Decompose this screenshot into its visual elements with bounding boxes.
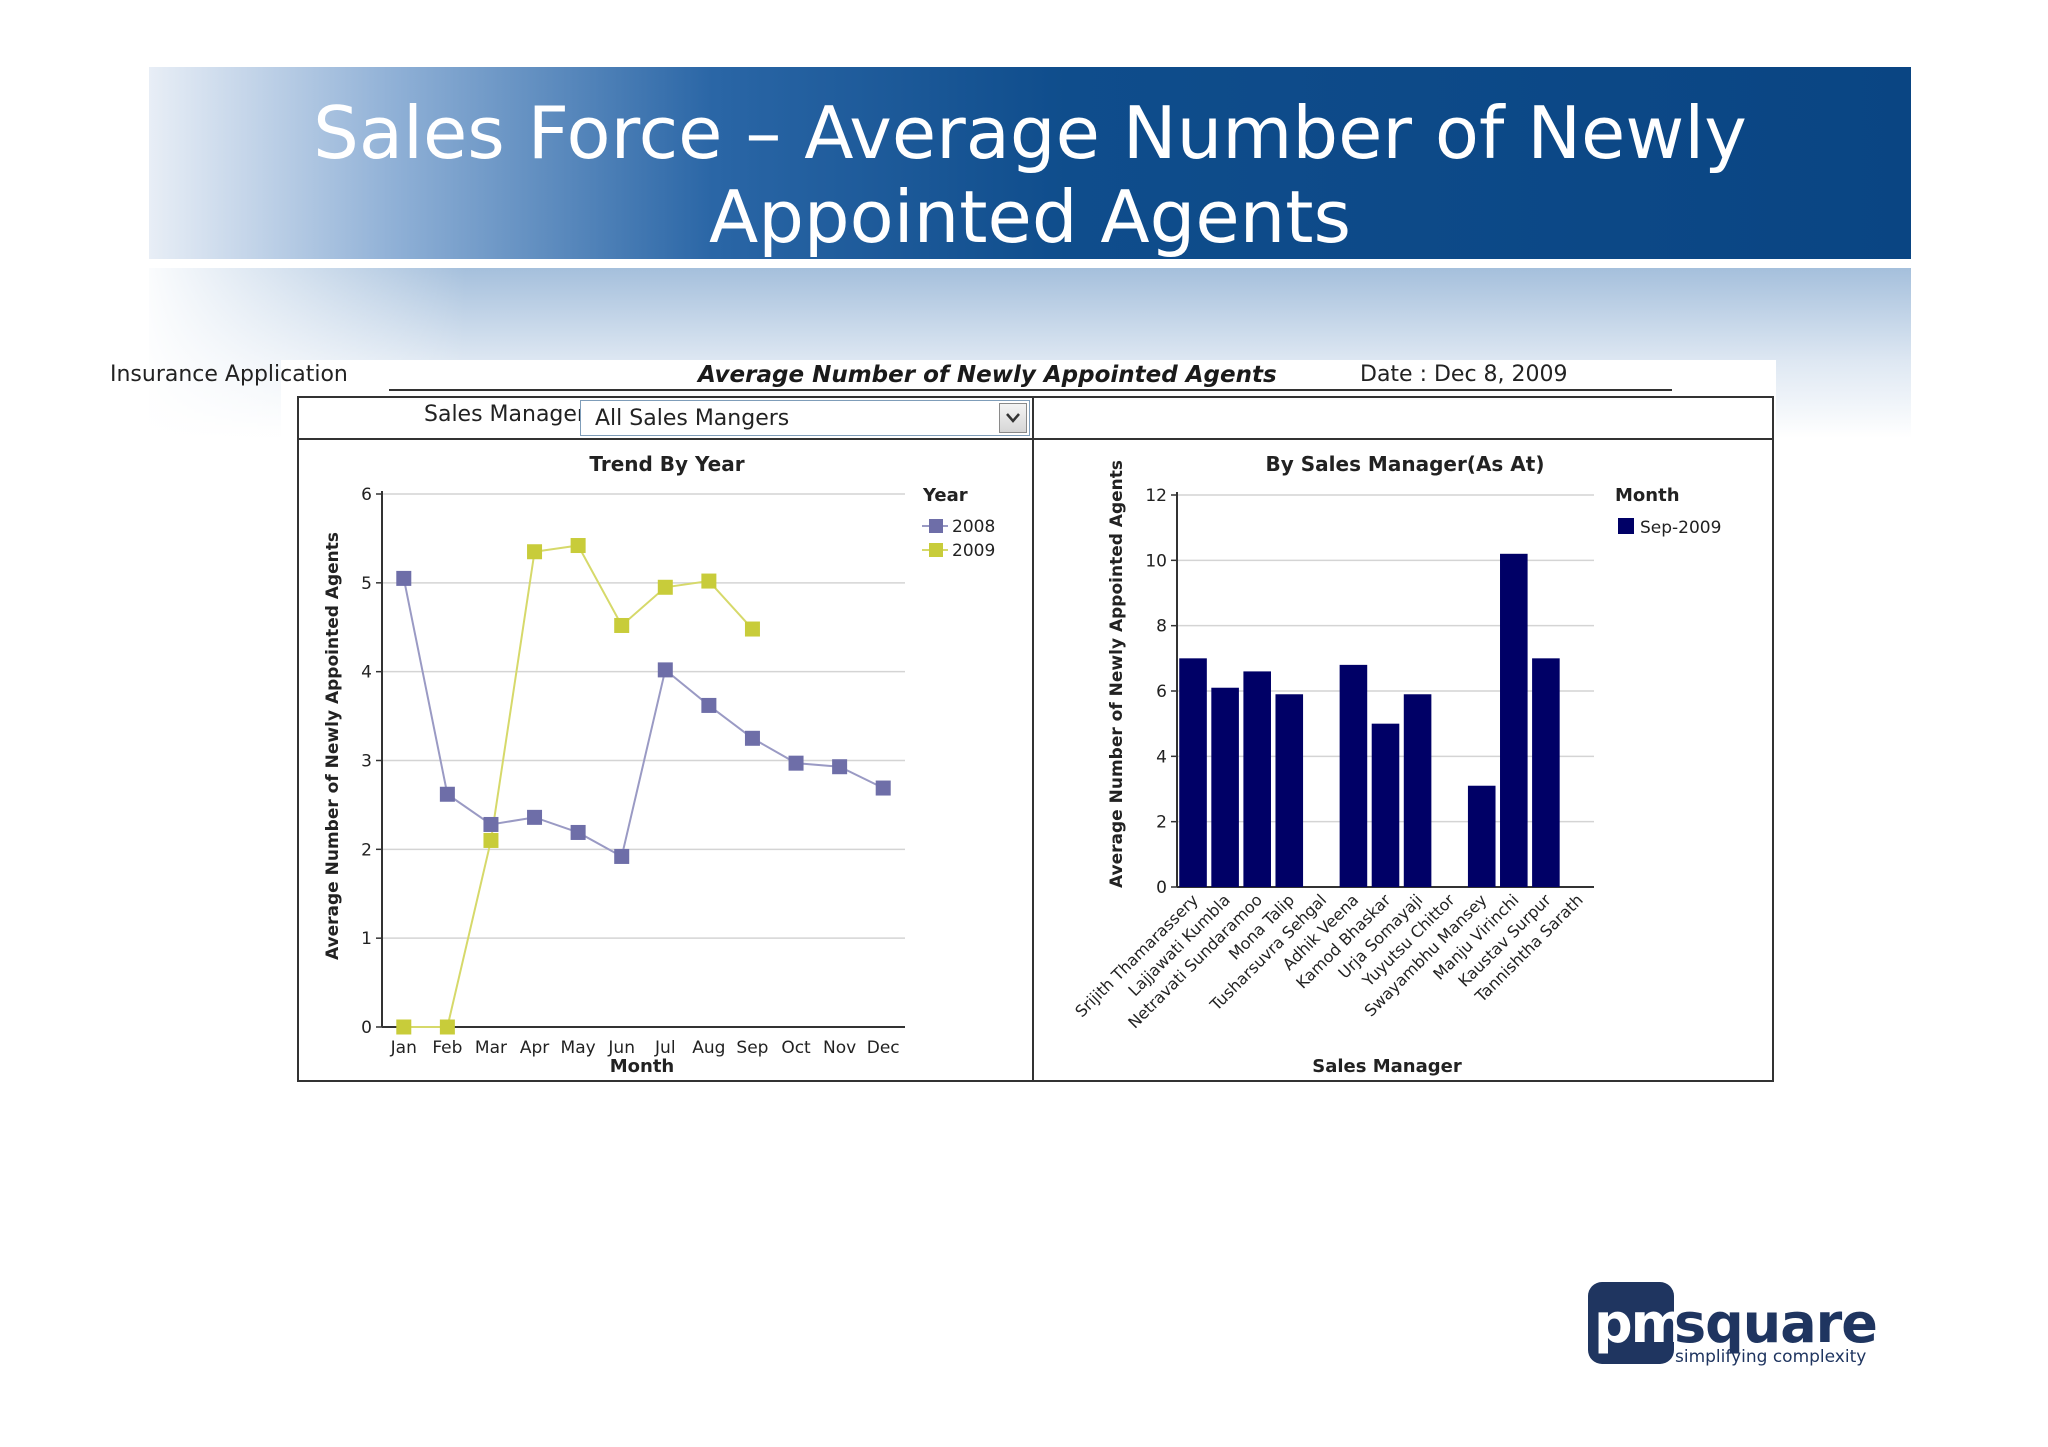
- filter-row-divider: [1032, 396, 1034, 440]
- bar: [1339, 664, 1368, 887]
- data-point-2009: [744, 621, 760, 637]
- title-banner: Sales Force – Average Number of Newly Ap…: [149, 67, 1911, 259]
- x-tick-label: May: [561, 1038, 596, 1058]
- bar: [1403, 694, 1432, 887]
- y-tick-label: 5: [361, 574, 372, 594]
- x-tick-label: Jan: [390, 1038, 417, 1058]
- bar: [1275, 694, 1304, 887]
- data-point-2008: [570, 824, 586, 840]
- report-title: Average Number of Newly Appointed Agents: [698, 362, 1277, 388]
- bar: [1532, 658, 1560, 887]
- by-sales-manager-chart: By Sales Manager(As At) Average Number o…: [1071, 452, 1721, 1077]
- data-point-2009: [614, 617, 630, 633]
- x-tick-label: Apr: [520, 1038, 549, 1058]
- logo-badge: [1588, 1282, 1674, 1364]
- sales-manager-select-value: All Sales Mangers: [595, 406, 790, 431]
- x-tick-label: Mar: [475, 1038, 507, 1058]
- y-tick-label: 2: [361, 840, 372, 860]
- data-point-2008: [788, 755, 804, 771]
- bar: [1371, 723, 1400, 887]
- chart-title: Trend By Year: [589, 452, 744, 476]
- report-header-rule: [389, 389, 1672, 391]
- y-axis-label: Average Number of Newly Appointed Agents: [1107, 460, 1127, 888]
- series-line-2009: [403, 544, 754, 1028]
- data-point-2008: [614, 848, 630, 864]
- y-tick-label: 8: [1156, 617, 1167, 637]
- x-tick-label: Jun: [607, 1038, 635, 1058]
- data-point-2009: [657, 579, 673, 595]
- x-tick-label: Feb: [432, 1038, 462, 1058]
- data-point-2009: [396, 1019, 412, 1035]
- data-point-2009: [570, 538, 586, 554]
- sales-manager-label: Sales Manager: [424, 402, 586, 427]
- series-line-2008: [402, 578, 884, 858]
- data-point-2008: [875, 780, 891, 796]
- chart-title: By Sales Manager(As At): [1266, 452, 1545, 476]
- y-tick-label: 1: [361, 929, 372, 949]
- y-tick-label: 10: [1145, 551, 1167, 571]
- data-point-2008: [396, 570, 412, 586]
- chevron-down-icon[interactable]: [999, 403, 1027, 433]
- y-tick-label: 4: [1156, 747, 1167, 767]
- legend-title: Month: [1615, 485, 1680, 506]
- x-tick-label: Nov: [823, 1038, 856, 1058]
- x-tick-label: Aug: [692, 1038, 725, 1058]
- x-tick-label: Sep: [736, 1038, 768, 1058]
- y-tick-label: 0: [1156, 878, 1167, 898]
- x-tick-label: Jul: [654, 1038, 676, 1058]
- pmsquare-logo: pm square simplifying complexity: [1588, 1282, 1888, 1372]
- data-point-2009: [701, 573, 717, 589]
- logo-wordmark-left: pm: [1594, 1292, 1685, 1355]
- bar: [1467, 785, 1496, 887]
- report-app-label: Insurance Application: [110, 362, 348, 387]
- y-tick-label: 4: [361, 663, 372, 683]
- data-point-2008: [744, 730, 760, 746]
- legend-swatch: [929, 543, 943, 557]
- trend-by-year-chart: Trend By Year Average Number of Newly Ap…: [323, 452, 995, 1077]
- data-point-2009: [439, 1019, 455, 1035]
- x-axis-label: Month: [610, 1056, 675, 1077]
- legend-label: Sep-2009: [1640, 518, 1721, 538]
- data-point-2008: [483, 816, 499, 832]
- y-tick-label: 3: [361, 752, 372, 772]
- x-axis-label: Sales Manager: [1312, 1056, 1462, 1077]
- y-tick-label: 0: [361, 1018, 372, 1038]
- legend-label: 2008: [952, 517, 995, 537]
- x-tick-label: Dec: [867, 1038, 900, 1058]
- logo-tagline: simplifying complexity: [1675, 1347, 1866, 1367]
- bar: [1211, 687, 1239, 887]
- data-point-2009: [527, 544, 543, 560]
- legend-swatch: [929, 519, 943, 533]
- y-tick-label: 2: [1156, 813, 1167, 833]
- data-point-2009: [483, 832, 499, 848]
- data-point-2008: [701, 697, 717, 713]
- legend-title: Year: [922, 485, 968, 506]
- y-tick-label: 12: [1145, 486, 1167, 506]
- data-point-2008: [439, 786, 455, 802]
- banner-divider: [149, 259, 1911, 268]
- manager-chart-frame: [1032, 438, 1774, 1082]
- y-tick-label: 6: [1156, 682, 1167, 702]
- data-point-2008: [657, 662, 673, 678]
- x-tick-label: Srijith Thamarassery: [1071, 890, 1202, 1021]
- data-point-2008: [527, 809, 543, 825]
- report-date: Date : Dec 8, 2009: [1360, 362, 1568, 387]
- y-tick-label: 6: [361, 485, 372, 505]
- bar: [1179, 658, 1207, 887]
- x-tick-label: Oct: [781, 1038, 811, 1058]
- y-axis-label: Average Number of Newly Appointed Agents: [323, 532, 343, 960]
- logo-wordmark-right: square: [1674, 1292, 1877, 1355]
- bar: [1500, 553, 1528, 887]
- sales-manager-select[interactable]: All Sales Mangers: [580, 400, 1030, 436]
- bar: [1243, 671, 1271, 887]
- data-point-2008: [832, 759, 848, 775]
- legend-label: 2009: [952, 541, 995, 561]
- slide-title: Sales Force – Average Number of Newly Ap…: [313, 91, 1747, 259]
- legend-swatch: [1618, 518, 1634, 534]
